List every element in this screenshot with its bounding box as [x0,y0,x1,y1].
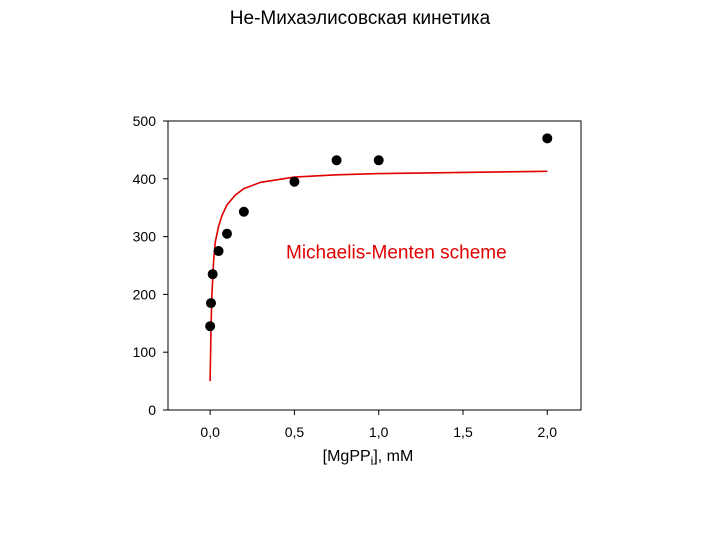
x-tick-label: 0,5 [285,424,305,440]
fit-curve [209,170,548,382]
y-tick-label: 300 [133,229,157,245]
ticks: 0,0 0,5 1,0 1,5 2,0 0 100 200 300 400 500 [133,113,558,440]
x-tick-label: 0,0 [200,424,220,440]
y-tick-label: 100 [133,344,157,360]
data-point [207,269,218,280]
x-tick-label: 1,5 [453,424,473,440]
data-point [289,176,300,187]
slide-title: Не-Михаэлисовская кинетика [229,8,491,29]
data-point [213,246,224,257]
data-point [542,133,553,144]
series [205,133,553,382]
plot-frame [167,120,582,411]
y-tick-label: 500 [133,113,157,129]
data-point [222,228,232,239]
annotations: Michaelis-Menten scheme [286,243,507,264]
data-point [238,206,249,217]
annotation-label: Michaelis-Menten scheme [286,243,507,264]
x-axis-label: [MgPPi], mM [323,448,414,468]
data-point [373,155,384,166]
x-tick-label: 1,0 [369,424,389,440]
data-point [205,298,216,309]
y-tick-label: 200 [133,286,157,302]
x-tick-label: 2,0 [538,424,558,440]
y-tick-label: 400 [133,171,157,187]
y-tick-label: 0 [148,402,156,418]
data-point [331,155,342,166]
data-point [205,321,216,332]
